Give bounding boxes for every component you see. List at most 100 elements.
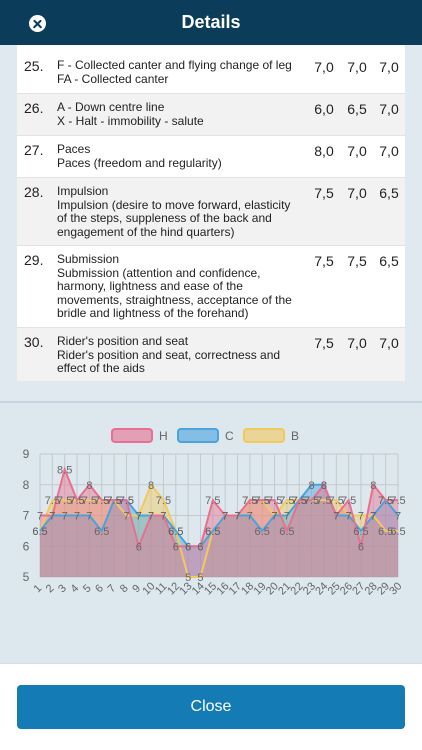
x-tick-label: 5	[81, 582, 94, 595]
x-tick-label: 1	[31, 582, 44, 595]
data-label: 8	[309, 480, 315, 492]
data-label: 7.5	[119, 495, 134, 507]
score-h: 7,5	[314, 335, 334, 351]
row-number: 25.	[24, 58, 44, 74]
data-label: 7.5	[292, 495, 307, 507]
data-label: 6	[173, 541, 179, 553]
data-label: 7.5	[69, 495, 84, 507]
data-label: 7	[284, 511, 290, 523]
score-h: 7,5	[314, 185, 334, 201]
data-label: 7.5	[45, 495, 60, 507]
row-detail: X - Halt - immobility - salute	[57, 113, 204, 128]
data-label: 7.5	[267, 495, 282, 507]
row-title: Rider's position and seat	[57, 334, 189, 348]
data-label: 6	[136, 541, 142, 553]
data-label: 7.5	[329, 495, 344, 507]
data-label: 6.5	[205, 526, 220, 538]
row-number: 27.	[24, 142, 44, 158]
list-item: 30. Rider's position and seat Rider's po…	[17, 328, 405, 381]
data-label: 7.5	[205, 495, 220, 507]
data-label: 7	[346, 511, 352, 523]
x-tick-label: 7	[106, 582, 119, 595]
data-label: 7.5	[242, 495, 257, 507]
x-tick-label: 30	[387, 580, 404, 597]
row-description: Submission Submission (attention and con…	[57, 252, 302, 321]
data-label: 7	[370, 511, 376, 523]
data-label: 7	[123, 511, 129, 523]
y-tick-label: 9	[23, 447, 30, 461]
row-description: Impulsion Impulsion (desire to move forw…	[57, 184, 302, 239]
x-tick-label: 3	[56, 582, 69, 595]
data-label: 7.5	[292, 495, 307, 507]
y-tick-label: 6	[23, 539, 30, 553]
score-h: 7,0	[314, 59, 334, 75]
list-item: 26. A - Down centre line X - Halt - immo…	[17, 94, 405, 136]
data-label: 7	[271, 511, 277, 523]
data-label: 7	[148, 511, 154, 523]
data-label: 6.5	[390, 526, 405, 538]
data-label: 7.5	[57, 495, 72, 507]
data-label: 6.5	[353, 526, 368, 538]
data-label: 7	[160, 511, 166, 523]
data-label: 6.5	[279, 526, 294, 538]
data-label: 7.5	[106, 495, 121, 507]
data-label: 7	[74, 511, 80, 523]
row-detail: Rider's position and seat, correctness a…	[57, 347, 281, 375]
data-label: 6.5	[168, 526, 183, 538]
row-number: 26.	[24, 100, 44, 116]
close-icon[interactable]	[29, 15, 46, 32]
data-label: 6.5	[255, 526, 270, 538]
series-line-C	[39, 483, 399, 548]
data-label: 7	[395, 511, 401, 523]
row-number: 30.	[24, 334, 44, 350]
row-description: A - Down centre line X - Halt - immobili…	[57, 100, 302, 128]
data-label: 7.5	[390, 495, 405, 507]
data-label: 7	[222, 511, 228, 523]
data-label: 7	[222, 511, 228, 523]
row-title: Impulsion	[57, 184, 109, 198]
y-tick-label: 8	[23, 478, 30, 492]
score-c: 6,5	[347, 101, 367, 117]
data-label: 6	[197, 541, 203, 553]
data-label: 7	[136, 511, 142, 523]
data-label: 8	[148, 480, 154, 492]
data-label: 7	[333, 511, 339, 523]
score-b: 7,0	[379, 143, 399, 159]
y-tick-label: 5	[23, 570, 30, 584]
data-label: 7.5	[316, 495, 331, 507]
data-label: 7	[234, 511, 240, 523]
data-label: 7.5	[341, 495, 356, 507]
data-label: 7.5	[304, 495, 319, 507]
series-line-H	[40, 466, 398, 550]
list-item: 29. Submission Submission (attention and…	[17, 246, 405, 328]
data-label: 7	[136, 511, 142, 523]
legend-swatch-C	[177, 428, 219, 443]
y-tick-label: 7	[23, 509, 30, 523]
data-label: 7	[160, 511, 166, 523]
score-c: 7,0	[347, 59, 367, 75]
data-label: 7.5	[94, 495, 109, 507]
data-label: 6.5	[32, 526, 47, 538]
close-button[interactable]: Close	[17, 685, 405, 729]
data-label: 6	[358, 541, 364, 553]
data-label: 8	[370, 480, 376, 492]
legend-label: C	[225, 429, 234, 443]
data-label: 7.5	[279, 495, 294, 507]
data-label: 7	[234, 511, 240, 523]
data-label: 7	[358, 511, 364, 523]
x-tick-label: 8	[118, 582, 131, 595]
row-detail: FA - Collected canter	[57, 71, 169, 86]
list-item: 27. Paces Paces (freedom and regularity)…	[17, 136, 405, 178]
row-number: 28.	[24, 184, 44, 200]
data-label: 6	[185, 541, 191, 553]
data-label: 6.5	[378, 526, 393, 538]
data-label: 5	[185, 572, 191, 584]
data-label: 7	[333, 511, 339, 523]
score-list[interactable]: 25. F - Collected canter and flying chan…	[17, 45, 405, 381]
data-label: 7	[49, 511, 55, 523]
data-label: 7	[62, 511, 68, 523]
data-label: 8	[321, 480, 327, 492]
data-label: 7	[234, 511, 240, 523]
score-chart: 5 6 7 8 9 6.5 7.5 7.5 7.5 7.5 7.5 7.5 7 7 8 7.5 6.5 5 5 6.5…	[0, 401, 422, 663]
data-label: 7.5	[119, 495, 134, 507]
